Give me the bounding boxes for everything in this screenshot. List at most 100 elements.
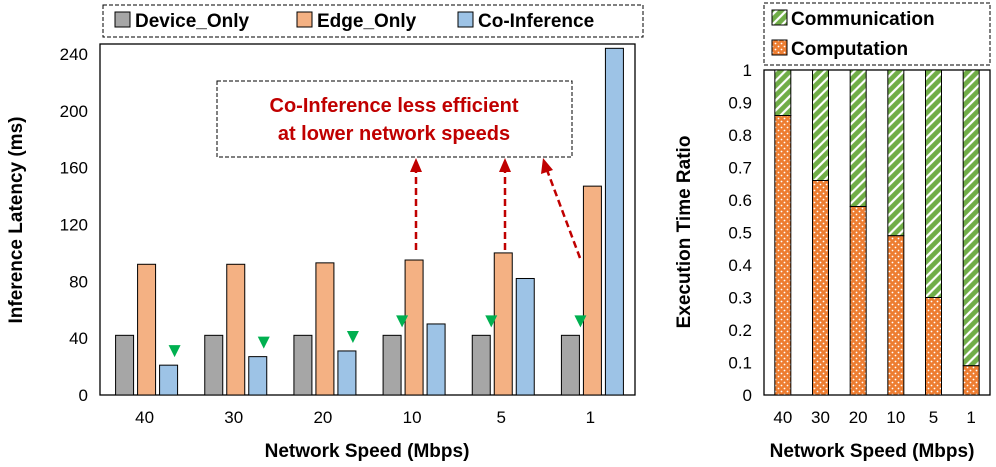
left-x-tick-label: 1 [586,408,595,427]
legend-swatch-co-inference [457,11,474,28]
arrowhead-5 [499,158,511,172]
right-plot-area [763,69,991,396]
left-bars [115,47,624,396]
bar-device-only-5 [471,334,491,396]
right-x-tick-label: 1 [966,408,975,427]
left-y-tick-label: 240 [60,45,88,64]
legend-label-edge-only: Edge_Only [317,11,417,32]
bar-device-only-1 [560,334,580,396]
bar-computation-20 [849,206,867,396]
legend-swatch-computation [771,39,788,56]
annotation-line-2: at lower network speeds [278,123,510,145]
left-legend-box [102,4,644,38]
annotation-arrows [414,169,582,259]
marker-triangle-10 [396,315,409,328]
legend-swatch-communication [771,9,788,26]
bar-edge-only-1 [582,185,602,396]
legend-swatch-edge-only [296,11,313,28]
bar-co-inference-40 [159,364,179,396]
left-x-tick-label: 20 [313,408,332,427]
bar-co-inference-20 [337,350,357,396]
bar-edge-only-40 [137,263,157,396]
annotation-arrowheads [410,158,553,174]
legend-label-device-only: Device_Only [135,11,249,32]
left-y-tick-label: 160 [60,159,88,178]
left-plot-area [99,43,636,396]
legend-label-co-inference: Co-Inference [478,11,594,32]
marker-triangle-1 [574,315,587,328]
left-y-axis-title: Inference Latency (ms) [6,117,27,324]
bar-computation-40 [774,115,792,396]
bar-communication-1 [962,69,980,367]
left-y-tick-label: 120 [60,216,88,235]
right-x-tick-label: 5 [929,408,938,427]
annotation-box [216,80,573,158]
bar-edge-only-10 [404,259,424,396]
left-y-tick-label: 40 [69,329,88,348]
right-legend-box [763,2,991,66]
legend-label-computation: Computation [791,39,908,60]
bar-edge-only-30 [226,263,246,396]
bar-computation-5 [925,297,942,396]
right-x-axis-title: Network Speed (Mbps) [770,441,975,462]
marker-triangle-40 [168,345,181,358]
bar-co-inference-30 [248,356,268,396]
right-y-tick-label: 0.6 [728,191,752,210]
marker-triangle-20 [346,330,359,343]
right-y-ticks: 0 0.1 0.2 0.3 0.4 0.5 0.6 0.7 0.8 0.9 1 [728,61,752,405]
bar-device-only-30 [204,334,224,396]
annotation-line-1: Co-Inference less efficient [270,95,519,117]
right-y-tick-label: 0.3 [728,289,752,308]
arrowhead-10 [410,158,422,172]
right-x-tick-label: 20 [849,408,868,427]
arrowhead-1 [541,158,553,174]
left-x-ticks: 40 30 20 10 5 1 [135,408,595,427]
bar-computation-1 [962,365,980,396]
bar-communication-30 [812,69,829,181]
bar-communication-5 [925,69,942,298]
right-y-tick-label: 0.2 [728,321,752,340]
bar-communication-20 [849,69,867,207]
left-y-ticks: 0 40 80 120 160 200 240 [60,45,88,405]
legend-swatch-device-only [114,11,131,28]
right-y-tick-label: 1 [743,61,752,80]
bar-co-inference-1 [604,47,624,396]
right-bars [774,69,980,396]
right-y-tick-label: 0.9 [728,94,752,113]
marker-triangle-30 [257,336,270,349]
left-chart: 0 40 80 120 160 200 240 40 30 20 10 5 1 Network Spe… [6,4,644,462]
left-x-axis-title: Network Speed (Mbps) [265,441,470,462]
bar-computation-10 [887,235,905,396]
marker-triangle-5 [485,315,498,328]
right-x-tick-label: 40 [773,408,792,427]
right-y-tick-label: 0.7 [728,159,752,178]
bar-edge-only-5 [493,252,513,396]
bar-device-only-20 [293,334,313,396]
right-y-tick-label: 0.4 [728,256,752,275]
right-y-tick-label: 0.5 [728,224,752,243]
right-chart: 0 0.1 0.2 0.3 0.4 0.5 0.6 0.7 0.8 0.9 1 40 30 20 10 5 1… [674,2,991,462]
bar-device-only-10 [382,334,402,396]
right-x-tick-label: 30 [811,408,830,427]
right-y-tick-label: 0.1 [728,354,752,373]
bar-device-only-40 [115,334,135,396]
right-y-tick-label: 0.8 [728,126,752,145]
left-x-tick-label: 30 [224,408,243,427]
right-y-axis-title: Execution Time Ratio [674,136,695,329]
bar-communication-10 [887,69,905,237]
legend-label-communication: Communication [791,9,935,30]
left-x-tick-label: 5 [497,408,506,427]
bar-co-inference-10 [426,323,446,396]
bar-edge-only-20 [315,262,335,396]
annotation-arrow-1 [545,169,582,259]
bar-computation-30 [812,180,829,396]
right-x-ticks: 40 30 20 10 5 1 [773,408,976,427]
bar-communication-40 [774,69,792,116]
left-y-tick-label: 0 [79,386,88,405]
right-y-tick-label: 0 [743,386,752,405]
left-x-tick-label: 40 [135,408,154,427]
left-y-tick-label: 80 [69,272,88,291]
right-x-tick-label: 10 [886,408,905,427]
left-y-tick-label: 200 [60,102,88,121]
